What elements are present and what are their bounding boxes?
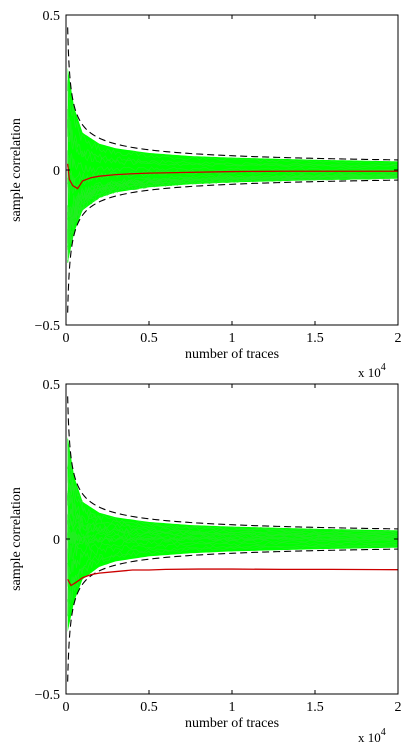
top-chart-panel: 0 0.5 1 1.5 2−0.500.5 sample correlation num… xyxy=(9,9,401,380)
trace-line xyxy=(67,512,398,540)
trace-line xyxy=(67,490,398,537)
trace-line xyxy=(67,176,398,257)
y-tick-label: 0 xyxy=(53,533,60,548)
trace-line xyxy=(67,544,398,617)
trace-line xyxy=(67,169,398,190)
lower-bound-line xyxy=(67,548,398,682)
x-tick-label: 1 xyxy=(229,331,236,346)
x-tick-label: 2 xyxy=(395,331,401,346)
y-tick-label: 0.5 xyxy=(43,378,61,393)
lower-bound-line xyxy=(67,179,398,313)
highlight-series xyxy=(67,568,398,587)
x-tick-label: 0.5 xyxy=(140,700,158,715)
trace-line xyxy=(67,175,398,248)
upper-bound-line xyxy=(67,396,398,530)
axis-ticks: 0 0.5 1 1.5 2−0.500.5 xyxy=(35,9,401,346)
trace-line xyxy=(67,150,398,174)
highlight-series xyxy=(67,163,398,190)
confidence-bounds xyxy=(67,396,398,682)
trace-line xyxy=(67,541,398,587)
x-tick-label: 2 xyxy=(395,700,401,715)
y-tick-label: 0 xyxy=(53,164,60,179)
trace-line xyxy=(67,170,398,199)
x-scale-multiplier: x 104 xyxy=(358,727,386,742)
confidence-bounds xyxy=(67,27,398,313)
x-tick-label: 0 xyxy=(63,700,70,715)
x-tick-label: 1.5 xyxy=(306,331,324,346)
trace-line xyxy=(67,452,398,534)
y-axis-label: sample correlation xyxy=(9,118,24,222)
trace-line xyxy=(67,466,398,535)
x-tick-label: 0.5 xyxy=(140,331,158,346)
highlight-line xyxy=(67,568,398,587)
trace-line xyxy=(67,79,398,164)
trace-band xyxy=(67,67,398,263)
y-tick-label: −0.5 xyxy=(35,319,60,334)
trace-line xyxy=(67,543,398,605)
bottom-chart-panel: 0 0.5 1 1.5 2−0.500.5 sample correlation num… xyxy=(9,378,401,742)
trace-line xyxy=(67,174,398,231)
x-tick-label: 1 xyxy=(229,700,236,715)
trace-line xyxy=(67,493,398,537)
trace-line xyxy=(67,539,398,564)
trace-band xyxy=(67,436,398,632)
x-scale-multiplier: x 104 xyxy=(358,362,386,380)
x-axis-label: number of traces xyxy=(185,716,279,731)
trace-line xyxy=(67,119,398,168)
y-tick-label: −0.5 xyxy=(35,688,60,703)
upper-bound-line xyxy=(67,27,398,161)
y-tick-label: 0.5 xyxy=(43,9,61,24)
x-tick-label: 1.5 xyxy=(306,700,324,715)
y-axis-label: sample correlation xyxy=(9,487,24,591)
axis-ticks: 0 0.5 1 1.5 2−0.500.5 xyxy=(35,378,401,715)
x-axis-label: number of traces xyxy=(185,347,279,362)
trace-line xyxy=(67,175,398,247)
x-tick-label: 0 xyxy=(63,331,70,346)
highlight-line xyxy=(67,163,398,190)
